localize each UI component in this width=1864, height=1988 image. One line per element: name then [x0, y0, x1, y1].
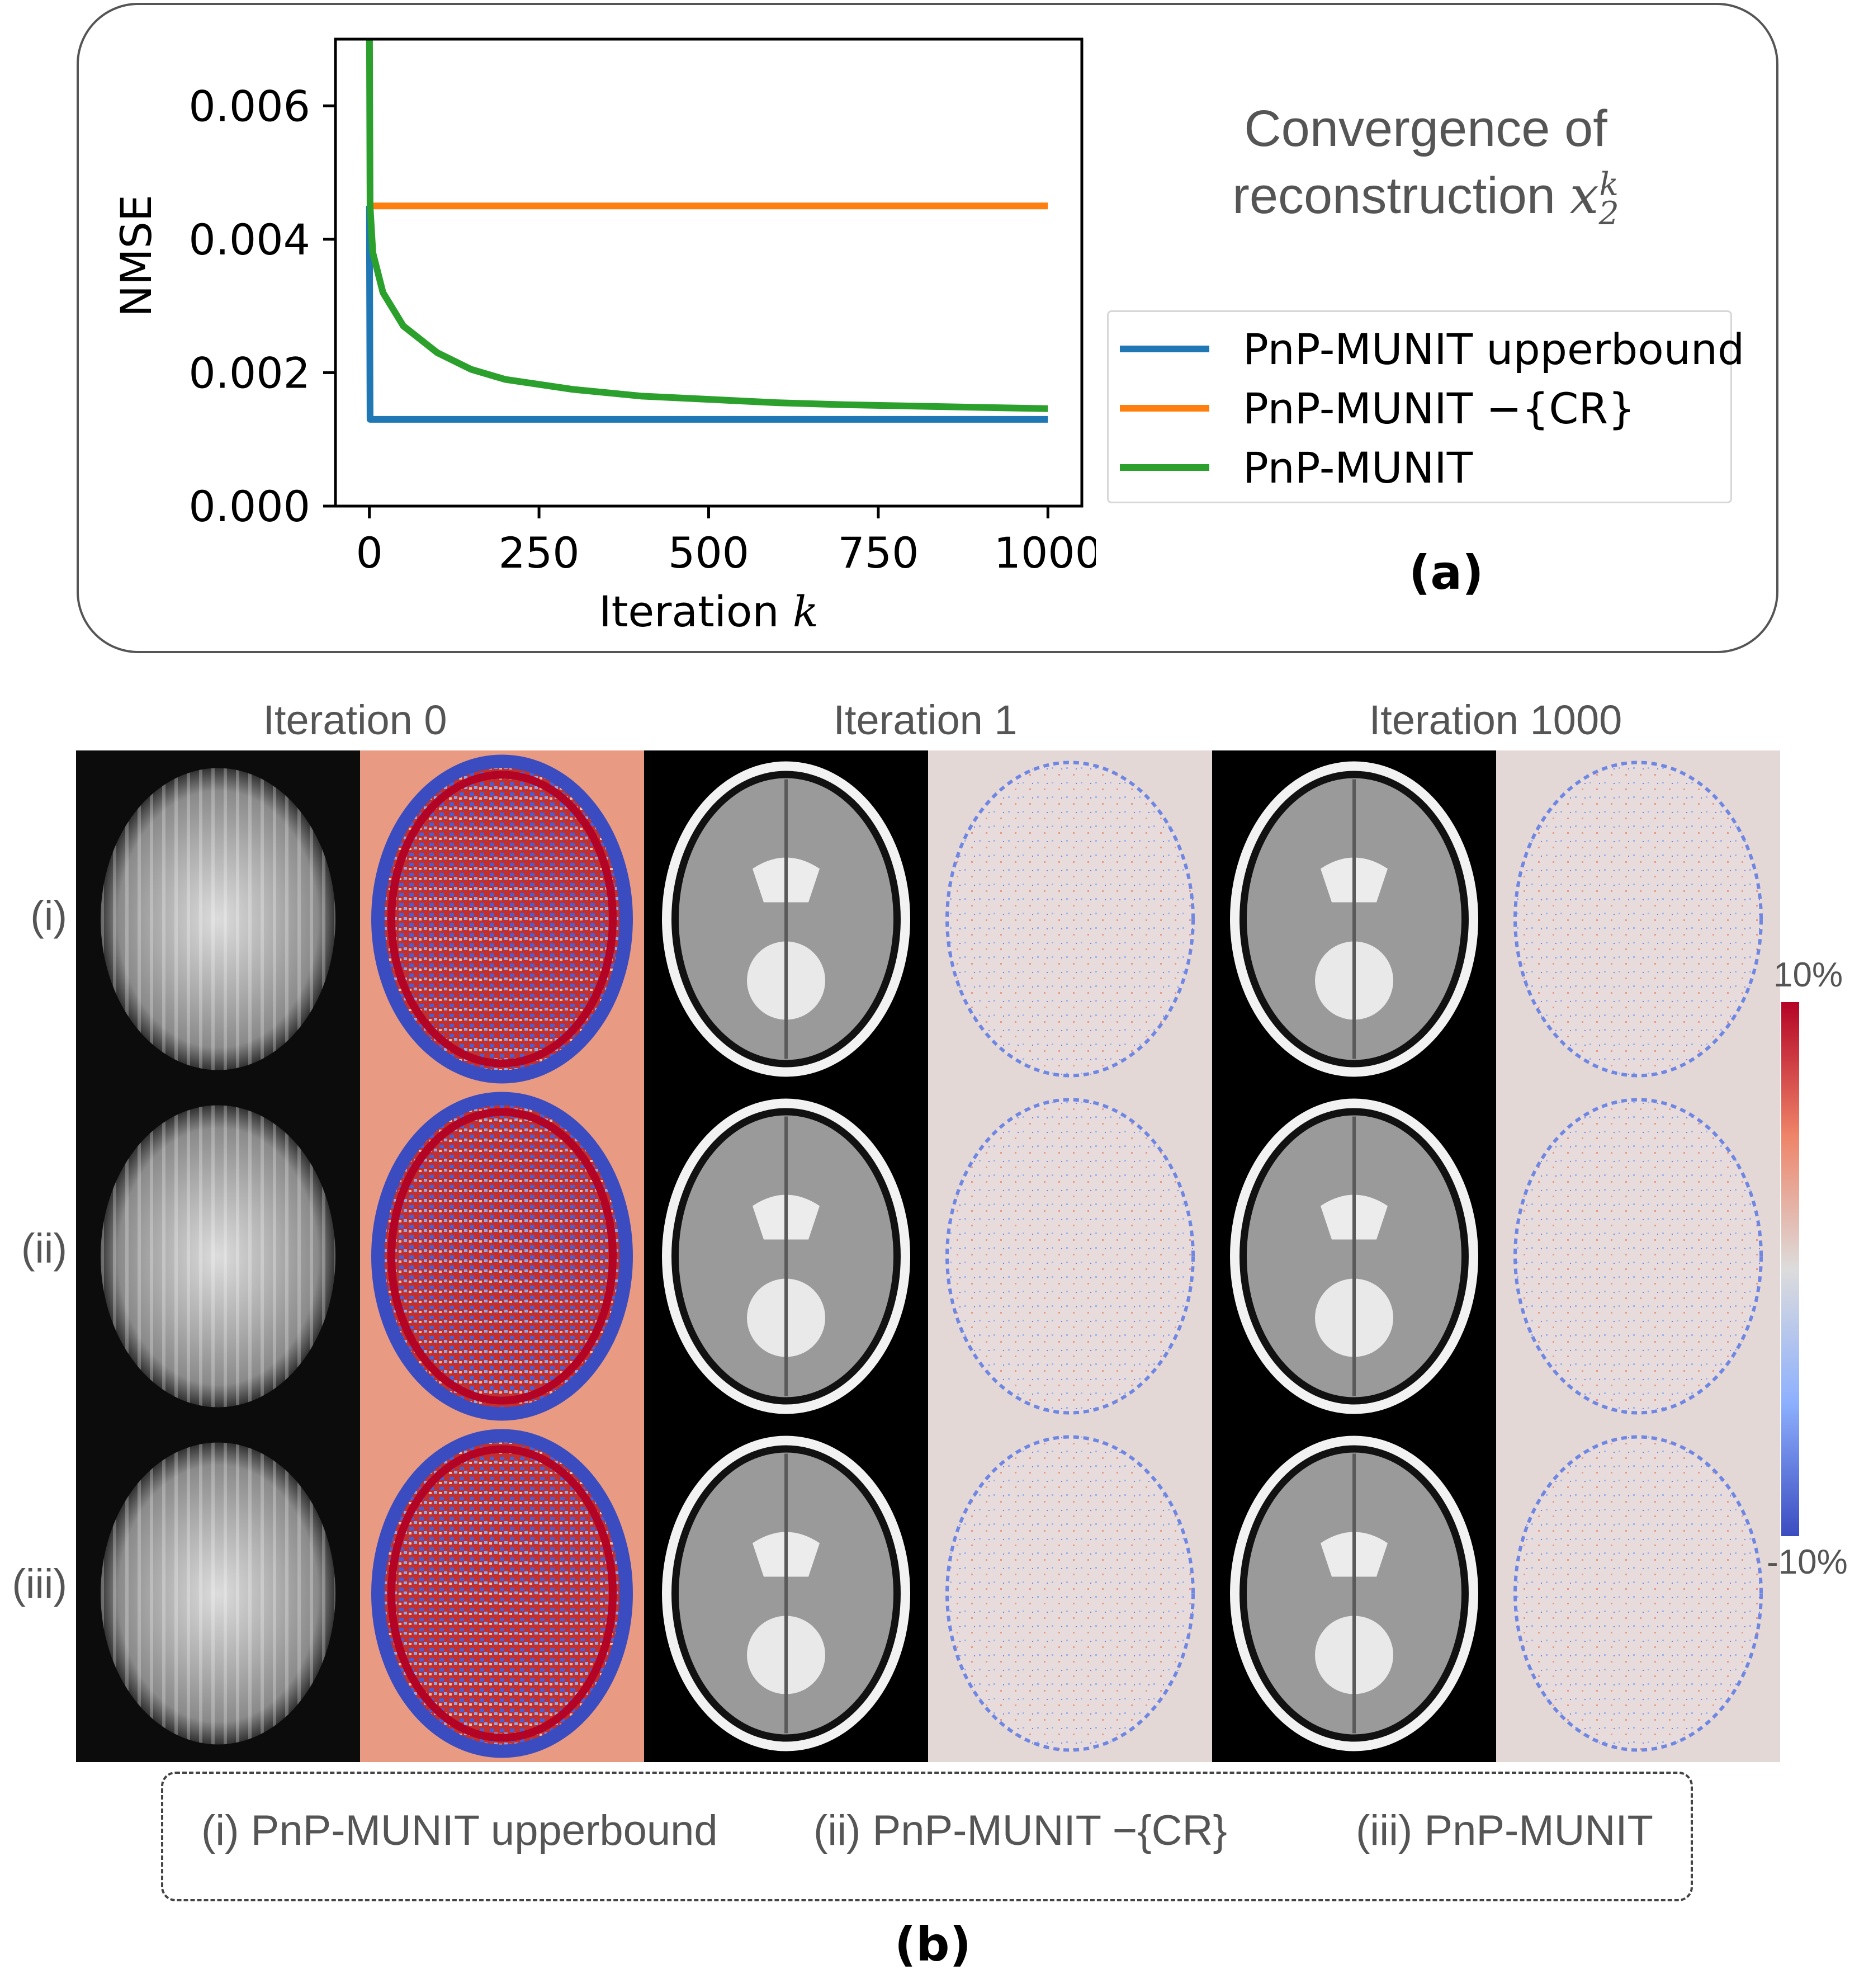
nmse-line-chart: 0 250 500 750 1000 0.000 0.002 0.004 0.006 Iterat… — [111, 37, 1096, 636]
error-map-low — [1514, 761, 1762, 1077]
legend-label: PnP-MUNIT −{CR} — [1243, 383, 1635, 433]
row-label-iii: (iii) — [12, 1561, 67, 1607]
x-tick-label: 1000 — [994, 528, 1096, 578]
row-label-i: (i) — [30, 893, 67, 939]
legend-swatch — [1120, 464, 1209, 471]
legend-item-no-cr: PnP-MUNIT −{CR} — [1120, 379, 1635, 437]
series-line-0 — [366, 206, 1048, 423]
error-map-rim — [1513, 1098, 1763, 1415]
error-map-rim — [945, 761, 1195, 1078]
panel-b-legend — [161, 1772, 1693, 1901]
error-map-low — [1514, 1435, 1762, 1751]
panel-a-title-symbol: x — [1569, 166, 1599, 225]
error-map-low — [946, 1435, 1194, 1751]
error-map-low — [1514, 1098, 1762, 1414]
error-map-rim-inner — [387, 1108, 617, 1405]
error-map-rim-inner — [387, 1445, 617, 1742]
aliasing-artifact — [101, 1442, 335, 1745]
error-map-rim — [1513, 1435, 1763, 1752]
legend-b-item-iii: (iii) PnP-MUNIT — [1356, 1807, 1653, 1854]
error-map-high — [378, 1435, 626, 1751]
x-axis-label: Iteration k — [599, 587, 819, 636]
panel-a-label: (a) — [1409, 545, 1484, 600]
aliasing-artifact — [101, 1105, 335, 1408]
error-map-low — [946, 761, 1194, 1077]
legend-item-upperbound: PnP-MUNIT upperbound — [1120, 320, 1744, 378]
panel-a-frame — [77, 3, 1778, 653]
colorbar-min-label: -10% — [1767, 1543, 1848, 1581]
column-header-iter1000: Iteration 1000 — [1369, 697, 1622, 743]
colorbar-max-label: 10% — [1773, 956, 1843, 994]
legend-swatch — [1120, 346, 1209, 352]
error-map-rim — [945, 1098, 1195, 1415]
panel-a-title-text: reconstruction — [1232, 167, 1556, 224]
x-tick-label: 250 — [499, 528, 580, 578]
reconstruction-image-grid — [76, 750, 1780, 1762]
error-map-rim — [1513, 761, 1763, 1078]
legend-b-item-ii: (ii) PnP-MUNIT −{CR} — [813, 1807, 1227, 1854]
aliasing-artifact — [101, 768, 335, 1070]
panel-b-label: (b) — [895, 1917, 971, 1972]
error-map-low — [946, 1098, 1194, 1414]
y-tick-label: 0.004 — [188, 215, 310, 265]
x-tick-label: 500 — [668, 528, 749, 578]
error-map-rim — [371, 1092, 633, 1421]
panel-a-title-line1: Convergence of — [1244, 100, 1607, 157]
error-map-rim — [945, 1435, 1195, 1752]
legend-label: PnP-MUNIT upperbound — [1243, 324, 1745, 374]
plot-frame — [334, 37, 1084, 508]
series-line-2 — [366, 39, 1048, 412]
legend-swatch — [1120, 405, 1209, 412]
panel-a-title-sub: 2 — [1598, 195, 1619, 232]
x-tick-label: 750 — [838, 528, 919, 578]
row-label-ii: (ii) — [21, 1225, 67, 1272]
y-axis-label: NMSE — [111, 195, 161, 317]
legend-b-item-i: (i) PnP-MUNIT upperbound — [201, 1807, 718, 1854]
error-colorbar — [1781, 1002, 1799, 1536]
legend-item-pnp-munit: PnP-MUNIT — [1120, 438, 1473, 497]
column-header-iter1: Iteration 1 — [833, 697, 1018, 743]
error-map-rim — [371, 754, 633, 1084]
y-tick-label: 0.006 — [188, 81, 310, 131]
chart-legend: PnP-MUNIT upperbound PnP-MUNIT −{CR} PnP… — [1107, 310, 1744, 503]
y-tick-label: 0.002 — [188, 348, 310, 398]
panel-a-title-sup: k — [1599, 166, 1619, 204]
error-map-rim-inner — [387, 771, 617, 1068]
error-map-high — [378, 761, 626, 1077]
legend-label: PnP-MUNIT — [1243, 442, 1473, 493]
column-header-iter0: Iteration 0 — [263, 697, 447, 743]
y-tick-label: 0.000 — [188, 481, 310, 531]
error-map-rim — [371, 1429, 633, 1758]
error-map-high — [378, 1098, 626, 1414]
x-tick-label: 0 — [356, 528, 383, 578]
